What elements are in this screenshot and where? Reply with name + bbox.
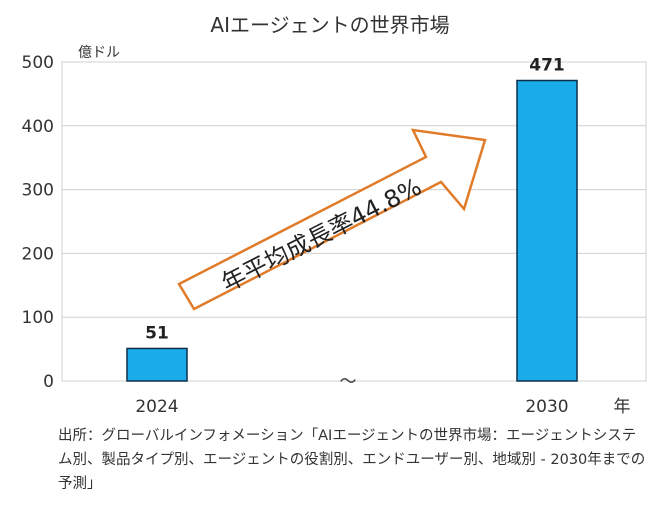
- y-tick-label: 300: [22, 181, 54, 201]
- bar-2024: [126, 347, 188, 382]
- data-label: 51: [145, 323, 169, 343]
- x-axis-unit: 年: [614, 397, 631, 417]
- y-tick-label: 500: [22, 53, 54, 73]
- growth-rate-annotation: 年平均成長率44.8%: [217, 173, 426, 298]
- y-tick-label: 100: [22, 308, 54, 328]
- x-tick-label: 2024: [135, 397, 178, 417]
- bars: 51 2024 471 2030: [126, 56, 578, 417]
- y-tick-label: 200: [22, 244, 54, 264]
- source-note: 出所：グローバルインフォメーション「AIエージェントの世界市場：エージェントシス…: [58, 428, 646, 492]
- growth-arrow: 年平均成長率44.8%: [177, 128, 487, 311]
- axis-break-symbol: 〜: [340, 372, 357, 392]
- y-tick-label: 0: [43, 372, 54, 392]
- chart-title: AIエージェントの世界市場: [210, 13, 449, 37]
- data-label: 471: [529, 56, 565, 76]
- y-tick-label: 400: [22, 117, 54, 137]
- growth-arrow-shape: [177, 128, 487, 311]
- y-axis: 0 100 200 300 400 500: [22, 53, 54, 392]
- bar-2030: [516, 79, 578, 382]
- x-tick-label: 2030: [525, 397, 568, 417]
- chart: AIエージェントの世界市場 億ドル 0 100 200 300 400 500 年平均成長…: [22, 13, 647, 417]
- y-axis-unit: 億ドル: [78, 45, 120, 61]
